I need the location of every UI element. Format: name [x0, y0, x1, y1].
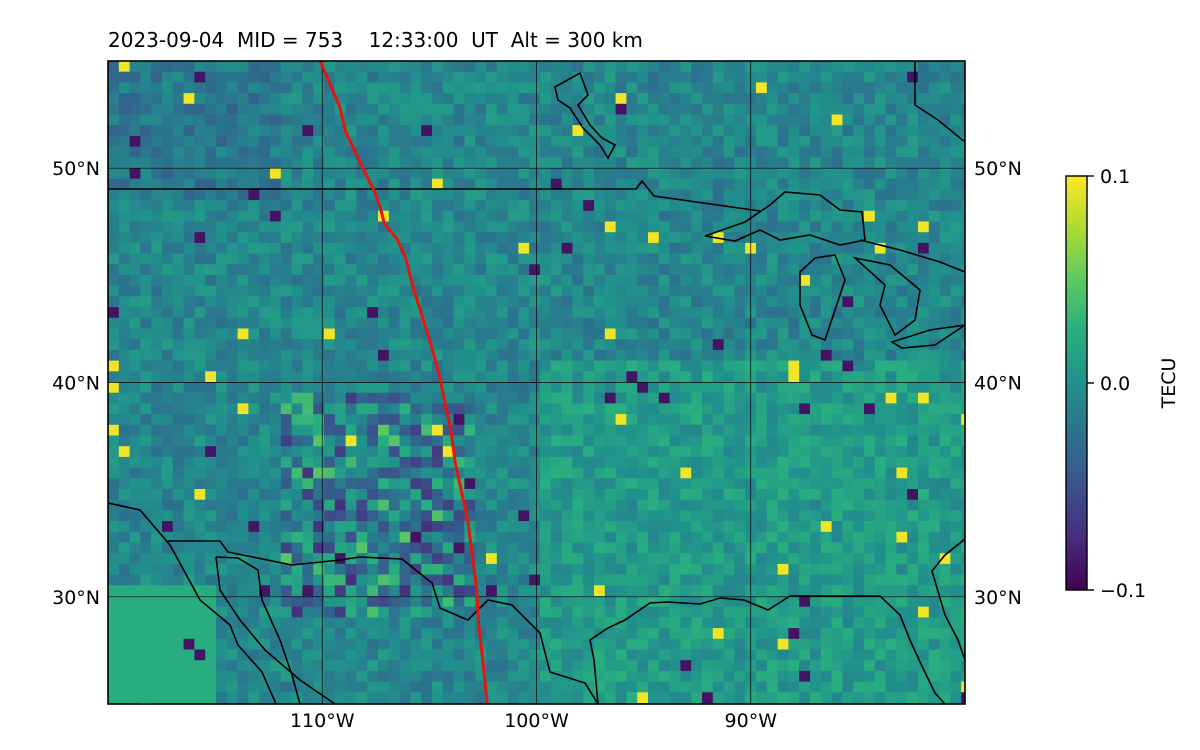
colorbar-tick-label: 0.1: [1100, 166, 1130, 188]
lon-tick-label: 110°W: [290, 710, 355, 732]
colorbar-label: TECU: [1158, 358, 1180, 410]
gridlines: [108, 61, 965, 704]
colorbar-tick-label: −0.1: [1100, 580, 1146, 602]
title-time: 12:33:00 UT: [368, 28, 498, 52]
colorbar-ramp: [1066, 176, 1087, 590]
lat-tick-label: 50°N: [974, 158, 1022, 180]
lat-tick-labels-right: 30°N 40°N 50°N: [974, 158, 1022, 609]
lon-tick-labels: 110°W 100°W 90°W: [290, 710, 777, 732]
baja-coast: [108, 502, 277, 704]
baja-gulf-coast: [215, 556, 301, 704]
us-mexico-border: [168, 540, 599, 704]
title-date: 2023-09-04: [108, 28, 225, 52]
lat-tick-label: 40°N: [974, 373, 1022, 395]
mainland-mexico-coast: [215, 556, 336, 704]
lat-tick-label: 30°N: [52, 587, 100, 609]
title-mid: MID = 753: [236, 28, 344, 52]
lake-michigan: [799, 254, 846, 342]
title-alt: Alt = 300 km: [510, 28, 643, 52]
hudson-bay-coast: [554, 71, 617, 160]
colorbar-tick-label: 0.0: [1100, 373, 1130, 395]
coastlines-borders: [108, 61, 965, 704]
us-canada-border: [108, 179, 761, 212]
lat-tick-label: 30°N: [974, 587, 1022, 609]
lat-tick-label: 40°N: [52, 373, 100, 395]
lat-tick-labels-left: 30°N 40°N 50°N: [52, 158, 100, 609]
lon-tick-label: 90°W: [725, 710, 778, 732]
lon-tick-label: 100°W: [504, 710, 569, 732]
plot-frame: [107, 60, 966, 705]
lake-huron: [852, 256, 921, 337]
colorbar: 0.1 0.0 −0.1 TECU: [1065, 166, 1180, 602]
tec-raster: [108, 61, 965, 704]
colorbar-ticks: 0.1 0.0 −0.1: [1087, 166, 1146, 602]
gulf-coast: [589, 595, 946, 704]
lat-tick-label: 50°N: [52, 158, 100, 180]
labrador-coast: [914, 61, 965, 143]
satellite-track: [318, 61, 489, 704]
st-lawrence: [859, 239, 965, 273]
map-title: 2023-09-04 MID = 753 12:33:00 UT Alt = 3…: [108, 28, 643, 52]
lake-erie-ontario: [890, 324, 965, 349]
florida-coast: [931, 538, 965, 661]
lake-superior: [704, 191, 866, 246]
